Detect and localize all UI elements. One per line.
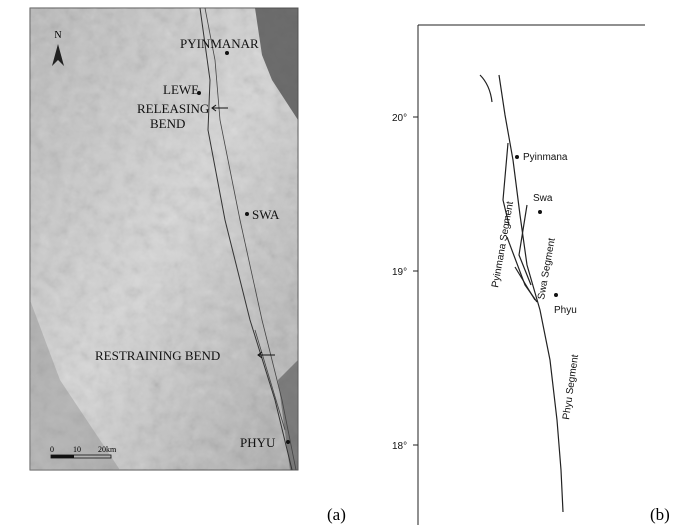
scale-label: 10 <box>73 445 81 454</box>
scale-label: 0 <box>50 445 54 454</box>
place-label: Pyinmana <box>523 152 568 163</box>
segment-label: Pyinmana Segment <box>490 200 516 288</box>
place-dot <box>225 51 229 55</box>
place-dot <box>538 210 542 214</box>
panel-label: (a) <box>327 505 346 524</box>
place-label: SWA <box>252 207 280 222</box>
place-label: Swa <box>533 193 553 204</box>
place-dot <box>554 293 558 297</box>
place-label: Phyu <box>554 305 577 316</box>
place-dot <box>245 212 249 216</box>
latitude-label: 18° <box>392 441 407 452</box>
north-label: N <box>54 30 61 41</box>
panel-label: (b) <box>650 505 670 524</box>
segment-label: Swa Segment <box>536 237 558 300</box>
place-dot <box>515 155 519 159</box>
place-label: LEWE <box>163 82 199 97</box>
fault-diagram <box>413 25 645 525</box>
relief-map <box>30 8 298 470</box>
annotation: BEND <box>150 116 185 131</box>
annotation: RELEASING <box>137 101 209 116</box>
latitude-label: 20° <box>392 113 407 124</box>
place-dot <box>286 440 290 444</box>
figure: N PYINMANAR LEWE RELEASING BEND SWA REST… <box>0 0 681 529</box>
latitude-label: 19° <box>392 267 407 278</box>
place-dot <box>197 91 201 95</box>
place-label: PYINMANAR <box>180 36 259 51</box>
annotation: RESTRAINING BEND <box>95 348 220 363</box>
segment-label: Phyu Segment <box>561 354 581 421</box>
place-label: PHYU <box>240 435 276 450</box>
scale-label: 20km <box>98 445 117 454</box>
